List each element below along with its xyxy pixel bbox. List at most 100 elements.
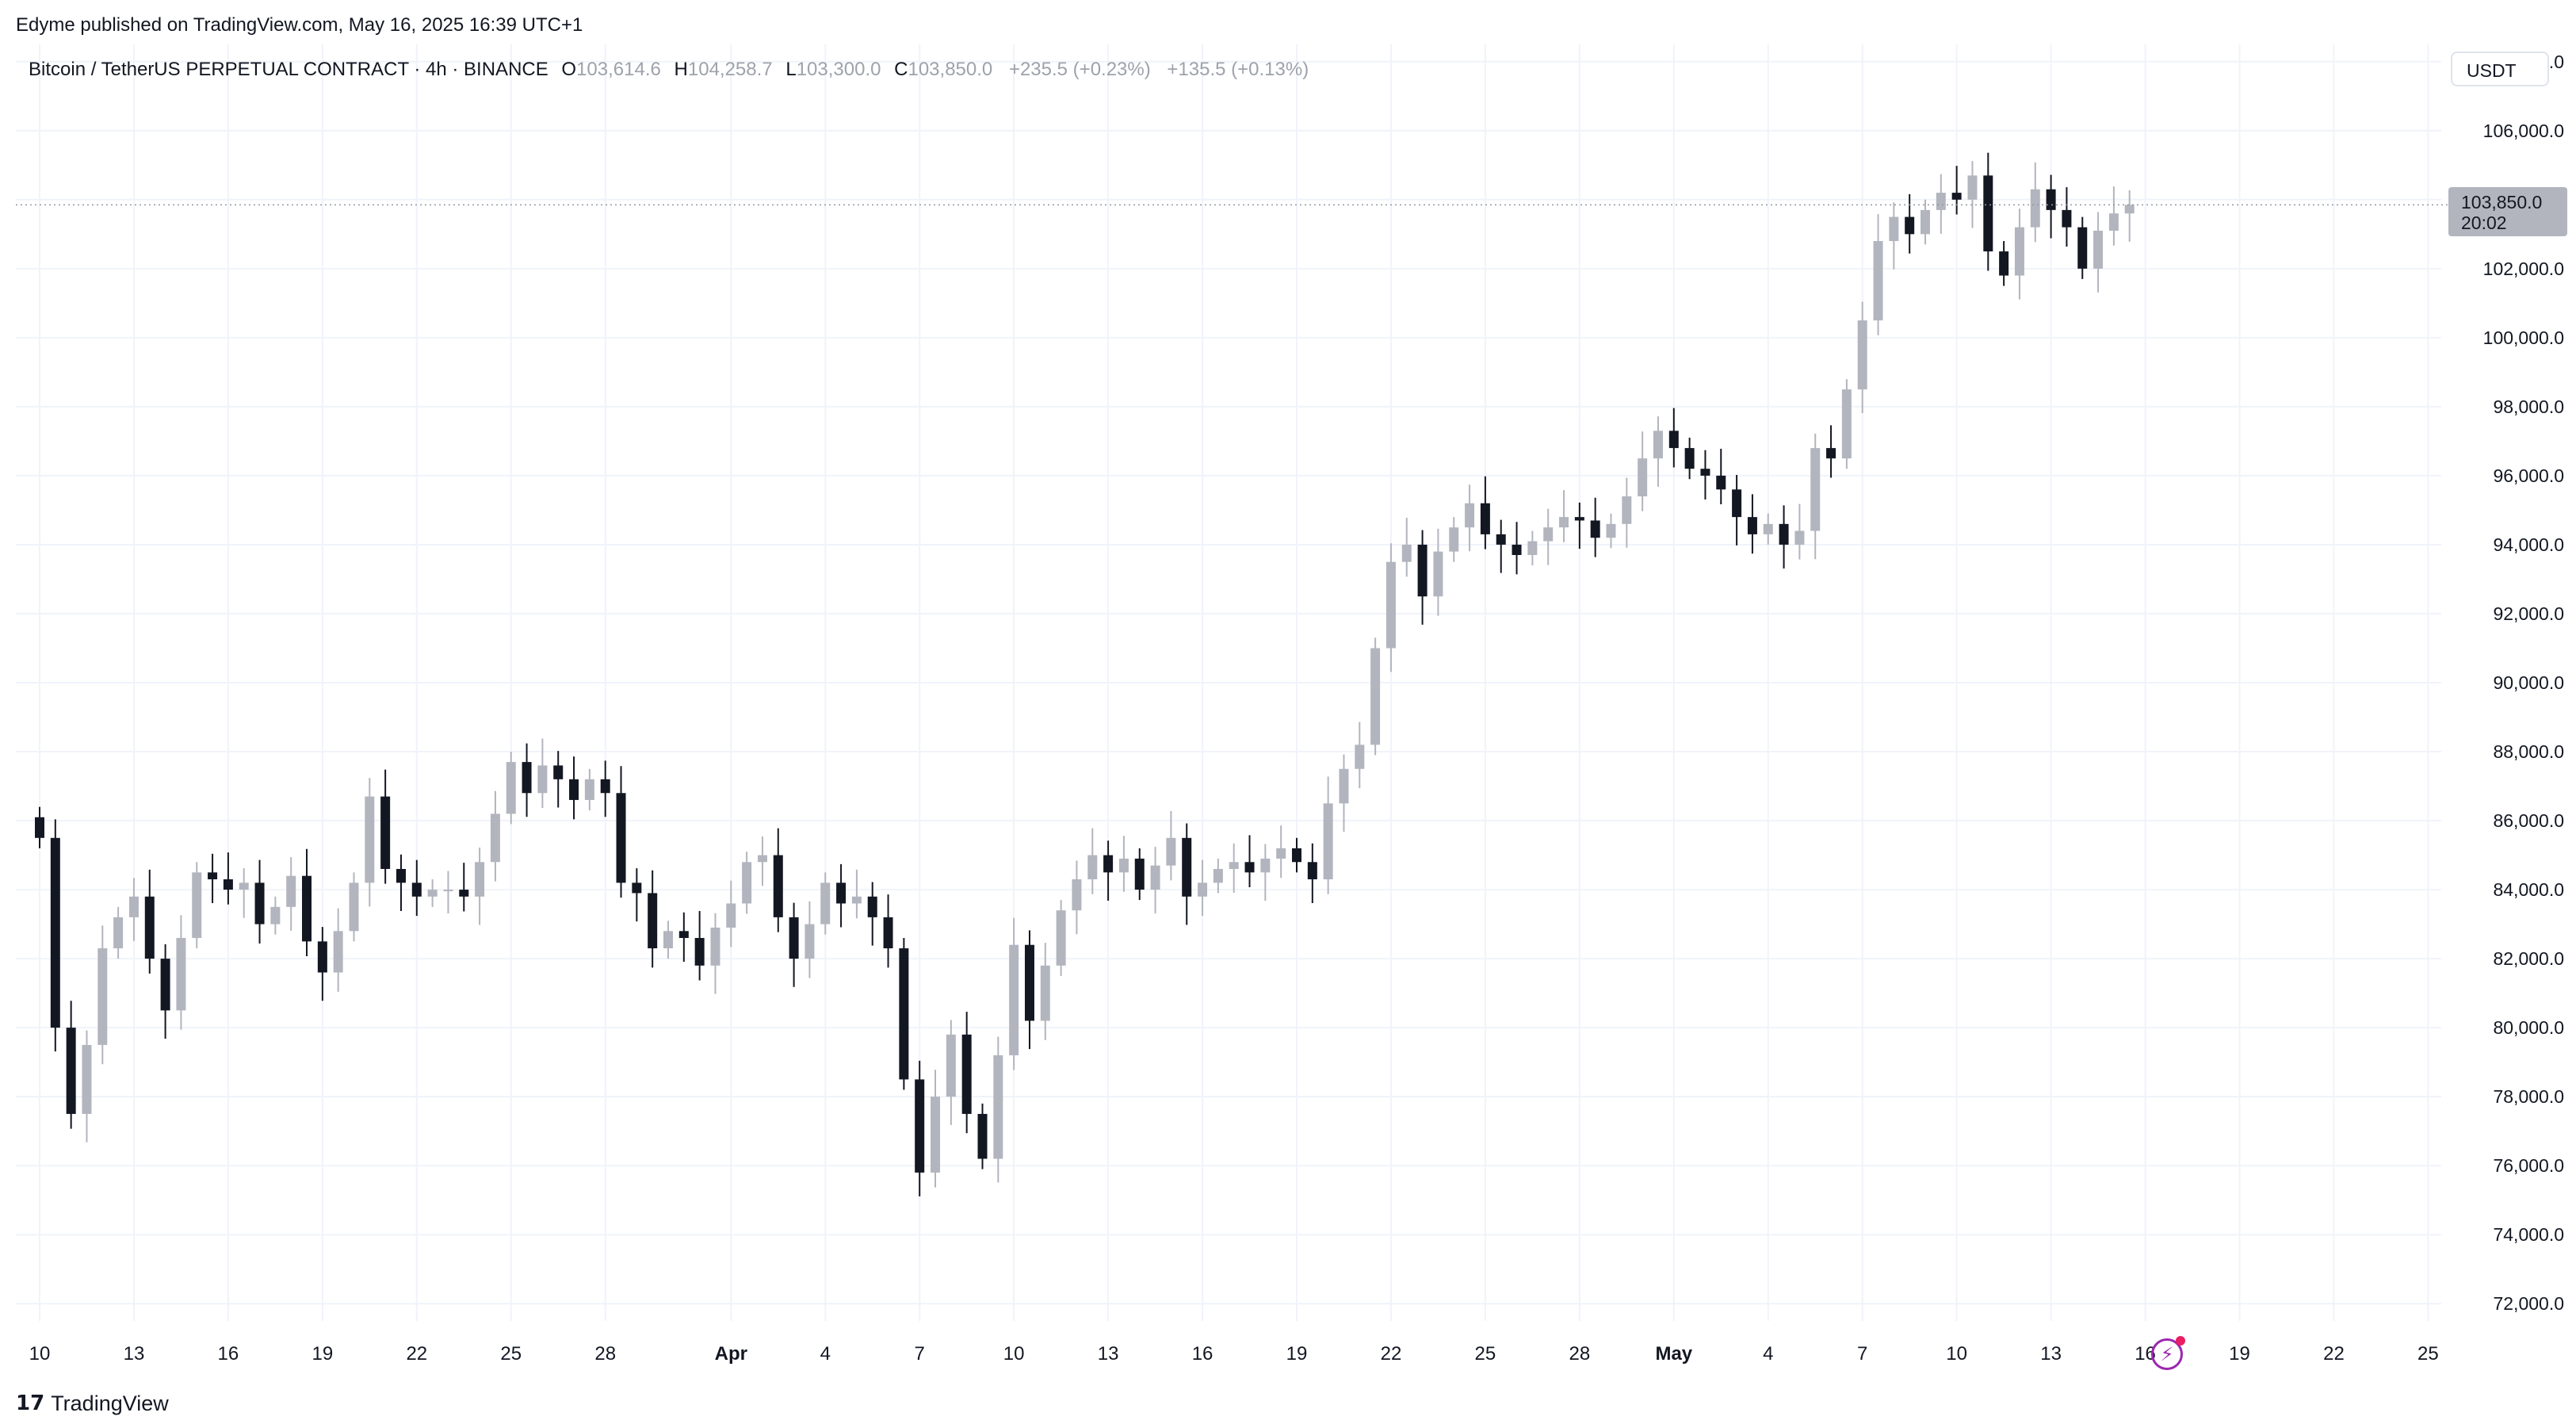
candle-body bbox=[396, 868, 406, 883]
x-tick-label: 16 bbox=[218, 1343, 239, 1365]
lightning-bolt-icon[interactable]: ⚡ bbox=[2151, 1336, 2185, 1370]
currency-button[interactable]: USDT bbox=[2451, 52, 2549, 86]
candle-body bbox=[1087, 855, 1098, 880]
x-tick-label: 19 bbox=[311, 1343, 333, 1365]
x-tick-label: 28 bbox=[1569, 1343, 1590, 1365]
candle-body bbox=[254, 882, 265, 924]
x-tick-label: 16 bbox=[1192, 1343, 1213, 1365]
candle-body bbox=[2093, 230, 2104, 269]
x-tick-label: 25 bbox=[1475, 1343, 1496, 1365]
candle-body bbox=[1668, 431, 1679, 449]
x-tick-label: 22 bbox=[2323, 1343, 2345, 1365]
candle-body bbox=[946, 1034, 956, 1097]
x-tick-label: 4 bbox=[820, 1343, 831, 1365]
price-axis: 72,000.0 74,000.0 76,000.0 78,000.0 80,000.0… bbox=[2483, 52, 2564, 1314]
candle-body bbox=[349, 882, 359, 932]
bar-countdown: 20:02 bbox=[2461, 212, 2507, 234]
legend-change: +235.5 (+0.23%) bbox=[1008, 59, 1151, 80]
candle-body bbox=[1339, 768, 1349, 804]
candle-body bbox=[286, 875, 296, 907]
x-tick-label: 22 bbox=[1381, 1343, 1402, 1365]
candle-body bbox=[2014, 227, 2024, 276]
legend-open-key: O bbox=[561, 59, 577, 80]
publisher-caption: Edyme published on TradingView.com, May … bbox=[16, 14, 583, 36]
candle-body bbox=[1480, 503, 1490, 534]
symbol-legend: Bitcoin / TetherUS PERPETUAL CONTRACT · … bbox=[29, 59, 1309, 81]
x-tick-label: 19 bbox=[2229, 1343, 2250, 1365]
price-chart[interactable]: 72,000.0 74,000.0 76,000.0 78,000.0 80,000.0… bbox=[16, 44, 2568, 1376]
candle-body bbox=[1826, 448, 1836, 459]
candle-body bbox=[223, 879, 233, 890]
candle-body bbox=[1905, 216, 1915, 235]
x-tick-label: 4 bbox=[1763, 1343, 1773, 1365]
candle-body bbox=[128, 896, 139, 917]
candle-body bbox=[1056, 910, 1066, 966]
candle-body bbox=[851, 896, 862, 904]
candle-body bbox=[678, 931, 689, 938]
candle-body bbox=[2077, 227, 2088, 269]
candle-body bbox=[1684, 448, 1695, 469]
candle-body bbox=[176, 938, 186, 1011]
candle-body bbox=[663, 931, 673, 949]
candle-body bbox=[836, 882, 847, 904]
x-tick-label: May bbox=[1655, 1343, 1692, 1365]
candle-body bbox=[35, 817, 44, 838]
candle-body bbox=[1606, 523, 1616, 538]
x-tick-label: 10 bbox=[1946, 1343, 1967, 1365]
y-tick-label: 80,000.0 bbox=[2493, 1017, 2564, 1038]
candle-body bbox=[1433, 551, 1443, 597]
candle-body bbox=[427, 890, 438, 897]
candle-body bbox=[1732, 489, 1742, 518]
candle-body bbox=[616, 793, 626, 883]
candle-body bbox=[1182, 837, 1192, 897]
candle-body bbox=[1622, 496, 1632, 524]
candle-body bbox=[302, 875, 312, 942]
x-tick-label: 25 bbox=[2417, 1343, 2439, 1365]
x-tick-label: 10 bbox=[29, 1343, 51, 1365]
candle-body bbox=[1590, 520, 1600, 538]
candle-body bbox=[2108, 213, 2119, 231]
candle-body bbox=[1983, 175, 1993, 252]
legend-symbol[interactable]: Bitcoin / TetherUS PERPETUAL CONTRACT · … bbox=[29, 59, 548, 80]
candle-body bbox=[1276, 848, 1286, 859]
candle-body bbox=[1134, 858, 1145, 890]
candle-body bbox=[773, 855, 783, 917]
candle-body bbox=[710, 927, 720, 966]
last-price-value: 103,850.0 bbox=[2461, 192, 2543, 213]
y-tick-label: 100,000.0 bbox=[2483, 327, 2564, 348]
candle-body bbox=[1244, 862, 1255, 873]
candle-body bbox=[475, 862, 485, 897]
candle-body bbox=[1292, 848, 1301, 863]
candle-body bbox=[1967, 175, 1978, 200]
y-tick-label: 102,000.0 bbox=[2483, 258, 2564, 279]
chart-frame[interactable]: 72,000.0 74,000.0 76,000.0 78,000.0 80,000.0… bbox=[16, 44, 2568, 1376]
candle-body bbox=[1150, 865, 1160, 890]
candle-body bbox=[113, 917, 124, 949]
tradingview-logo[interactable]: 𝟭𝟳 TradingView bbox=[16, 1389, 169, 1418]
legend-close: 103,850.0 bbox=[908, 59, 993, 80]
legend-low: 103,300.0 bbox=[796, 59, 881, 80]
last-price-label: 103,850.0 20:02 bbox=[2448, 187, 2567, 237]
candle-body bbox=[208, 872, 218, 880]
legend-high-key: H bbox=[674, 59, 688, 80]
candle-body bbox=[1638, 458, 1648, 497]
x-tick-label: 19 bbox=[1286, 1343, 1308, 1365]
candle-body bbox=[867, 896, 877, 917]
candle-body bbox=[789, 917, 799, 959]
candle-body bbox=[1936, 193, 1946, 210]
candle-body bbox=[1072, 879, 1082, 911]
candle-body bbox=[239, 882, 249, 890]
candle-body bbox=[805, 924, 815, 959]
candle-body bbox=[1873, 241, 1883, 321]
candle-body bbox=[333, 931, 343, 973]
candle-body bbox=[1889, 216, 1899, 242]
y-tick-label: 106,000.0 bbox=[2483, 121, 2564, 141]
y-tick-label: 90,000.0 bbox=[2493, 672, 2564, 693]
footer-brand: TradingView bbox=[51, 1391, 169, 1415]
candle-body bbox=[270, 906, 281, 924]
candle-body bbox=[50, 837, 60, 1028]
x-tick-label: Apr bbox=[715, 1343, 747, 1365]
candle-body bbox=[1700, 469, 1710, 476]
candle-body bbox=[1040, 965, 1050, 1021]
x-tick-label: 28 bbox=[594, 1343, 616, 1365]
